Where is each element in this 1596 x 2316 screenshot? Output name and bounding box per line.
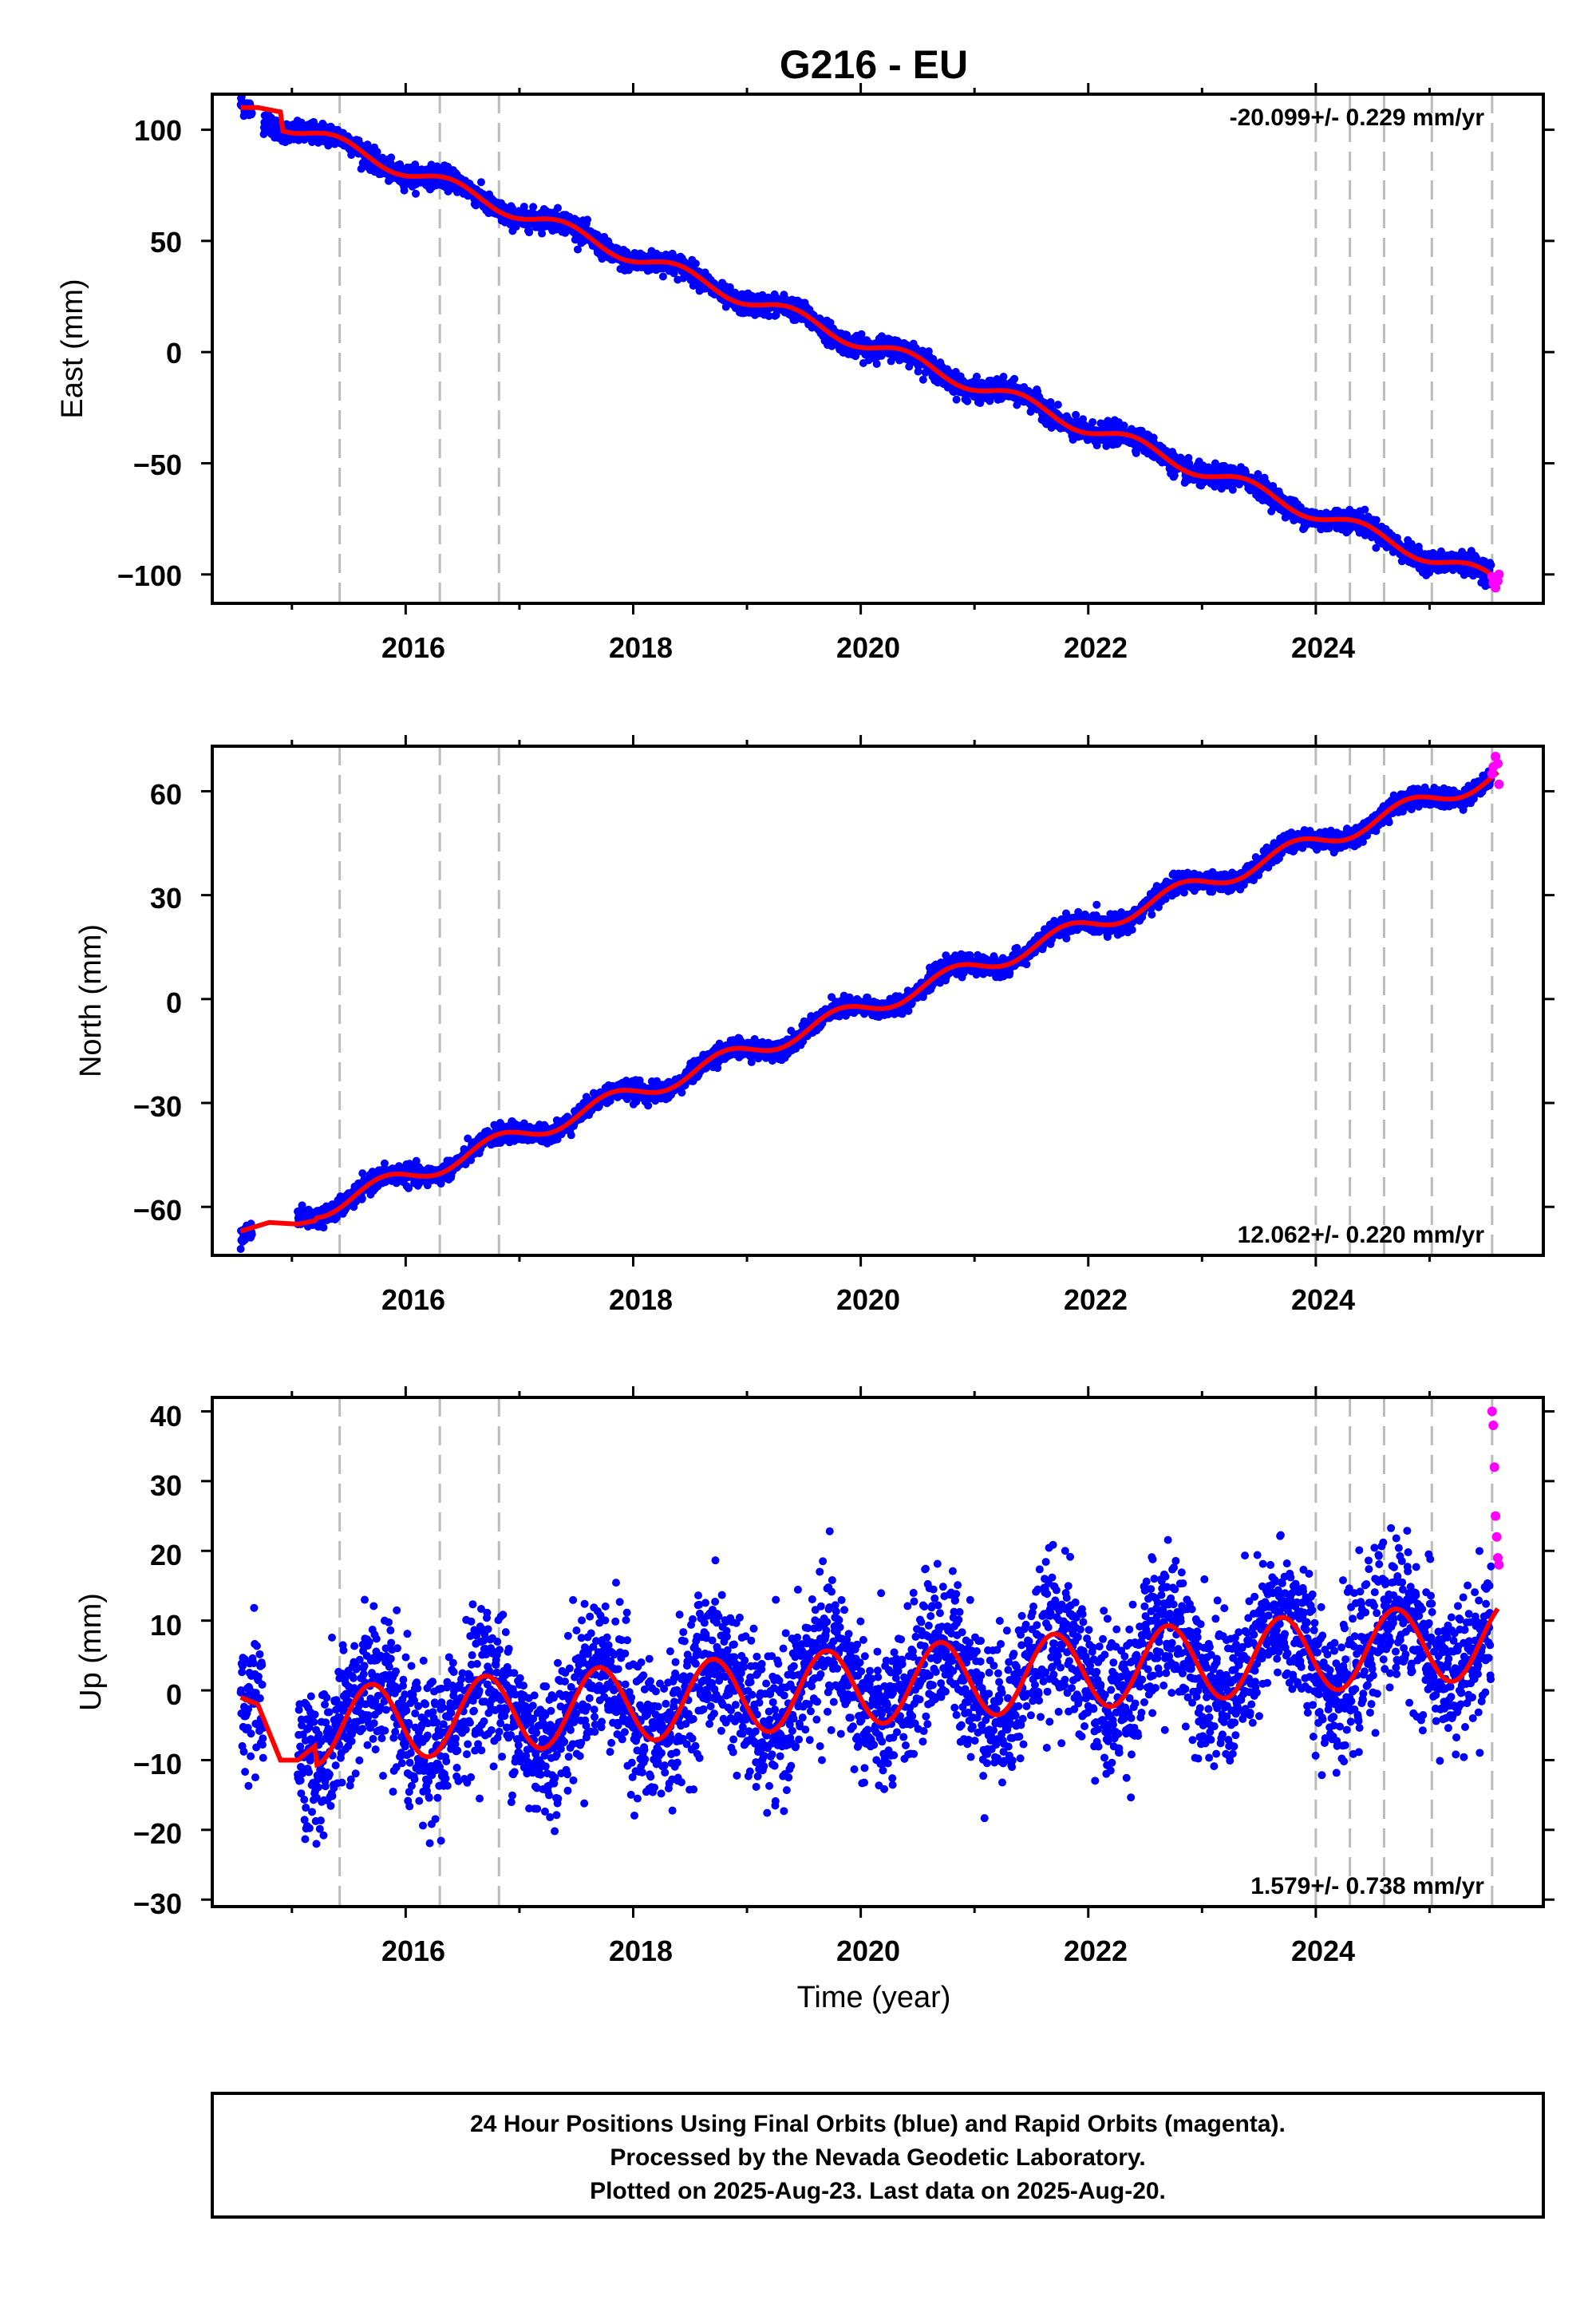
final-orbit-point [1053,401,1062,409]
final-orbit-point [691,259,700,268]
final-orbit-point [247,1230,256,1239]
final-orbit-point [553,204,562,212]
panel-east-xtick: 2016 [381,631,445,664]
panel-east-ylabel: East (mm) [56,279,89,418]
final-orbit-point [476,178,485,187]
final-orbit-point [963,397,972,405]
final-orbit-point [583,215,592,224]
panel-east: East (mm) -20.099+/- 0.229 mm/yr 2016 20… [56,83,1555,664]
chart-title: G216 - EU [780,42,968,87]
final-orbit-point [567,1131,575,1140]
panel-east-plot-area [201,83,1555,615]
final-orbit-point [298,1201,306,1210]
final-orbit-point [387,153,396,162]
rapid-orbit-point [1494,569,1504,579]
panel-east-ytick: −100 [117,559,182,592]
final-orbit-point [952,395,961,404]
final-orbit-point [1088,417,1097,426]
final-orbit-point [1361,505,1369,514]
panel-east-rate: -20.099+/- 0.229 mm/yr [1230,105,1485,131]
final-orbit-point [247,109,256,117]
final-orbit-point [380,1159,389,1168]
final-orbit-point [1010,374,1019,383]
final-orbit-point [358,1194,366,1203]
final-orbit-point [1487,560,1495,569]
final-orbit-point [658,272,667,281]
panel-east-ytick: −50 [133,449,182,481]
final-orbit-point [972,372,981,381]
panel-east-xtick: 2022 [1064,631,1128,664]
final-orbit-point [400,186,409,195]
panel-east-ytick: 50 [150,226,182,259]
panel-north: North (mm) 12.062+/- 0.220 mm/yr 2016 20… [74,735,1555,1316]
panel-north-plot-area [201,735,1555,1267]
panel-east-ytick: 100 [134,114,182,147]
final-orbit-point [236,1244,245,1253]
panel-east-ytick: 0 [166,337,182,370]
final-orbit-point [538,229,547,238]
final-orbit-point [319,1223,328,1232]
final-orbit-point [1228,485,1237,494]
final-orbit-point [529,203,538,211]
final-orbit-point [918,375,927,384]
final-orbit-point [872,360,881,369]
panel-east-xtick: 2020 [836,631,900,664]
final-orbit-point [525,228,534,237]
panel-east-xtick: 2018 [609,631,673,664]
final-orbit-point [412,189,421,198]
panel-east-xtick: 2024 [1291,631,1355,664]
final-orbit-point [999,373,1008,381]
